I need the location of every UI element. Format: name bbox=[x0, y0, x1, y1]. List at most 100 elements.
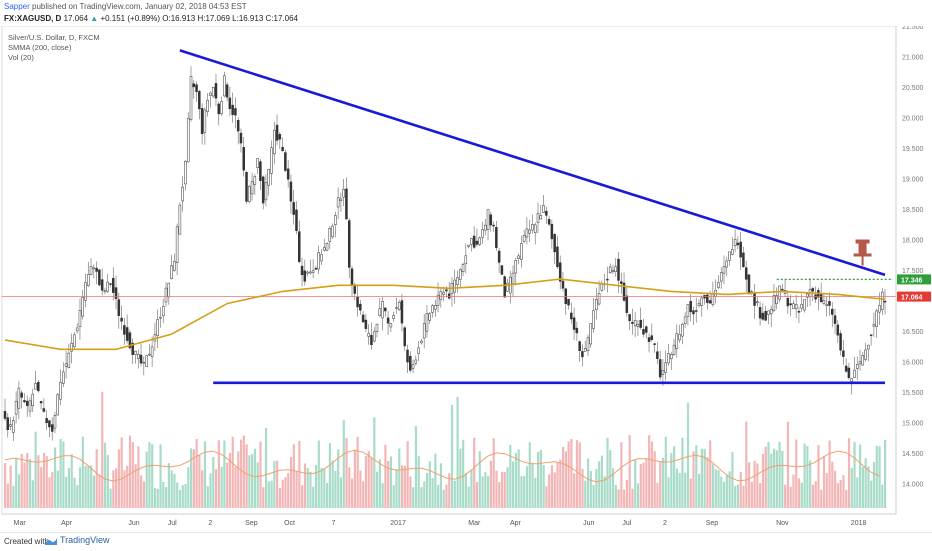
volume-bar bbox=[62, 441, 65, 508]
volume-bar bbox=[881, 484, 884, 508]
candle-body bbox=[592, 310, 595, 329]
candle-body bbox=[606, 278, 609, 281]
volume-bar bbox=[392, 485, 395, 508]
candle-body bbox=[248, 186, 251, 202]
volume-bar bbox=[559, 459, 562, 508]
volume-bar bbox=[645, 458, 648, 508]
candle-body bbox=[478, 237, 481, 245]
volume-bar bbox=[792, 474, 795, 508]
candle-body bbox=[259, 161, 262, 181]
candle-body bbox=[558, 262, 562, 282]
open-value: O:16.913 bbox=[162, 14, 196, 23]
candle-body bbox=[125, 327, 129, 341]
volume-bar bbox=[581, 468, 584, 508]
candle-body bbox=[89, 266, 93, 275]
candle-body bbox=[683, 316, 687, 324]
legend-volume[interactable]: Vol (20) bbox=[8, 53, 34, 62]
volume-bar bbox=[861, 466, 864, 508]
candle-body bbox=[239, 132, 243, 144]
candle-body bbox=[828, 301, 831, 306]
time-tick-label: Oct bbox=[284, 520, 295, 527]
candle-body bbox=[794, 304, 798, 310]
candle-body bbox=[211, 86, 215, 97]
candle-body bbox=[472, 235, 476, 248]
volume-bar bbox=[148, 442, 151, 508]
volume-bar bbox=[567, 441, 570, 508]
volume-bar bbox=[123, 470, 126, 508]
volume-bar bbox=[381, 483, 384, 508]
volume-bar bbox=[287, 473, 290, 508]
candle-body bbox=[275, 124, 279, 141]
volume-bar bbox=[609, 450, 612, 508]
candle-body bbox=[117, 299, 121, 316]
candle-body bbox=[581, 351, 584, 358]
candle-body bbox=[336, 197, 340, 208]
price-tick-label: 21.500 bbox=[902, 26, 924, 31]
candle-body bbox=[786, 298, 790, 307]
symbol-label[interactable]: FX:XAGUSD, D bbox=[4, 14, 62, 23]
volume-bar bbox=[820, 489, 823, 508]
candle-body bbox=[123, 325, 126, 335]
time-tick-label: Jun bbox=[583, 520, 594, 527]
candle-body bbox=[298, 231, 301, 262]
volume-bar bbox=[117, 449, 121, 508]
candle-body bbox=[422, 323, 426, 339]
volume-ma-line bbox=[4, 449, 880, 483]
candle-body bbox=[792, 303, 795, 309]
volume-bar bbox=[695, 445, 698, 508]
close-value: C:17.064 bbox=[265, 14, 298, 23]
candle-body bbox=[583, 348, 587, 352]
price-chart[interactable]: 21.500 21.000 20.500 20.000 19.500 19.000 18.5… bbox=[0, 26, 932, 532]
candle-body bbox=[572, 317, 576, 330]
volume-bar bbox=[842, 475, 845, 508]
author-link[interactable]: Sapper bbox=[4, 2, 30, 11]
volume-bar bbox=[270, 480, 273, 508]
ohlc-readout: FX:XAGUSD, D 17.064 ▲ +0.151 (+0.89%) O:… bbox=[4, 14, 298, 23]
candle-body bbox=[481, 229, 484, 238]
volume-bar bbox=[550, 465, 554, 508]
overlays bbox=[2, 49, 896, 385]
volume-bar bbox=[48, 477, 51, 508]
candle-body bbox=[136, 353, 140, 359]
candle-body bbox=[53, 414, 57, 429]
volume-bar bbox=[722, 481, 726, 508]
volume-bar bbox=[359, 470, 362, 508]
candle-body bbox=[250, 181, 254, 195]
volume-bar bbox=[45, 456, 48, 508]
tradingview-logo-icon bbox=[45, 538, 57, 545]
volume-bar bbox=[4, 463, 7, 508]
candle-body bbox=[400, 300, 404, 324]
volume-bar bbox=[223, 440, 226, 508]
volume-bar bbox=[634, 458, 637, 508]
candle-body bbox=[156, 319, 159, 336]
candle-body bbox=[692, 310, 695, 315]
last-price: 17.064 bbox=[63, 14, 89, 23]
publish-info: Sapper published on TradingView.com, Jan… bbox=[4, 2, 247, 11]
volume-bar bbox=[512, 461, 515, 508]
candle-body bbox=[328, 228, 332, 242]
candle-body bbox=[706, 294, 709, 303]
volume-bar bbox=[195, 438, 198, 508]
volume-bar bbox=[650, 441, 654, 508]
price-axis[interactable]: 21.500 21.000 20.500 20.000 19.500 19.000 18.5… bbox=[895, 26, 931, 514]
volume-bar bbox=[747, 462, 751, 508]
price-tick-label: 14.000 bbox=[902, 482, 924, 489]
candle-body bbox=[880, 291, 884, 311]
candle-body bbox=[772, 295, 776, 311]
candle-body bbox=[611, 270, 615, 272]
candle-body bbox=[742, 252, 745, 268]
time-axis[interactable]: Mar Apr Jun Jul 2 Sep Oct 7 2017 Mar Apr Jun Jul 2 Sep… bbox=[2, 513, 896, 527]
candle-body bbox=[234, 108, 237, 116]
price-tick-label: 20.000 bbox=[902, 116, 924, 123]
candle-body bbox=[439, 291, 443, 300]
tradingview-brand[interactable]: TradingView bbox=[60, 535, 110, 545]
candle-body bbox=[331, 225, 334, 238]
volume-bar bbox=[226, 462, 229, 508]
candle-body bbox=[839, 333, 842, 351]
volume-bar bbox=[206, 486, 209, 508]
volume-bar bbox=[464, 472, 468, 508]
volume-bar bbox=[131, 442, 134, 508]
volume-bar bbox=[334, 471, 337, 508]
volume-bar bbox=[37, 455, 40, 508]
legend-smma[interactable]: SMMA (200, close) bbox=[8, 43, 72, 52]
